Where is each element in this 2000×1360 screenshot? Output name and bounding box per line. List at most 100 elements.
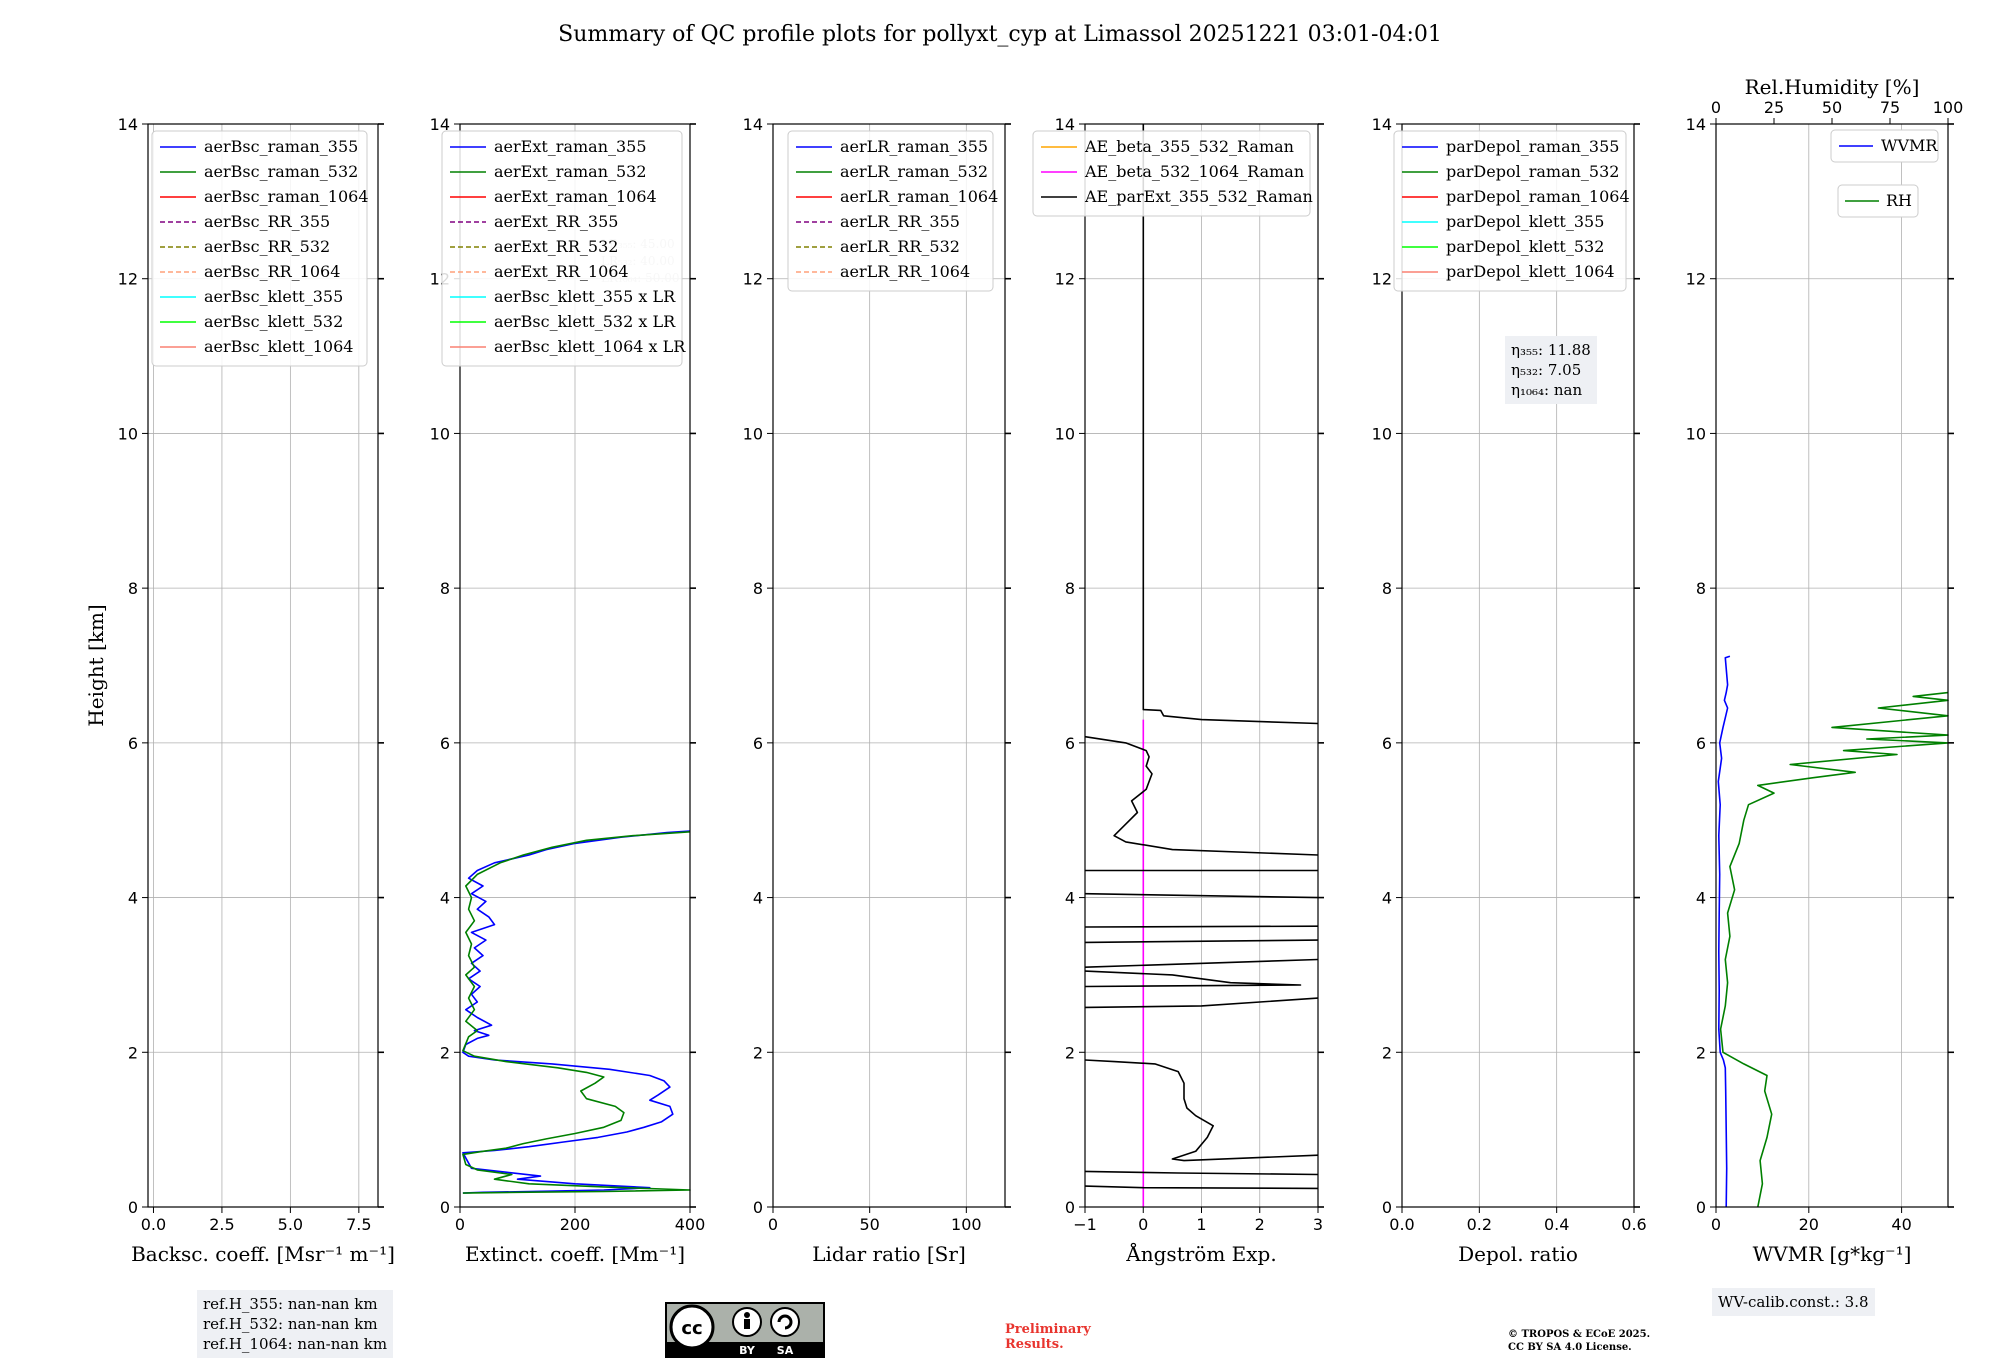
- sa-icon: [770, 1307, 800, 1337]
- legend-frame: [441, 130, 683, 367]
- x-tick-label: 2: [1255, 1215, 1265, 1234]
- x-tick-label: 0.0: [1389, 1215, 1414, 1234]
- y-tick-label: 6: [753, 734, 763, 753]
- panel-angstrom: [1079, 123, 1324, 1213]
- x-tick-label: 100: [951, 1215, 982, 1234]
- y-tick-label: 8: [440, 579, 450, 598]
- legend-label-parDepol_klett_532: parDepol_klett_532: [1446, 237, 1604, 256]
- x-axis-label-lidar_ratio: Lidar ratio [Sr]: [812, 1242, 966, 1266]
- x-tick-label: 0.4: [1544, 1215, 1569, 1234]
- legend-label-aerExt_RR_355: aerExt_RR_355: [494, 212, 618, 231]
- legend-label-AE_beta_355_532_Raman: AE_beta_355_532_Raman: [1084, 137, 1294, 156]
- ref-height-355: ref.H_355: nan-nan km: [203, 1295, 378, 1313]
- y-tick-label: 8: [128, 579, 138, 598]
- sa-label: SA: [777, 1344, 794, 1357]
- x-tick-label: 200: [560, 1215, 591, 1234]
- series-ae-parext-355-532-raman: [1084, 925, 1319, 928]
- legend-angstrom: AE_beta_355_532_Raman AE_beta_532_1064_Ra…: [1032, 130, 1313, 217]
- figure-title: Summary of QC profile plots for pollyxt_…: [558, 22, 1442, 47]
- legend-label-parDepol_raman_355: parDepol_raman_355: [1446, 137, 1619, 156]
- series-ae-parext-355-532-raman: [1084, 939, 1319, 944]
- series-ae-parext-355-532-raman: [1142, 124, 1319, 725]
- x-tick-label: −1: [1073, 1215, 1097, 1234]
- legend-label-aerExt_raman_1064: aerExt_raman_1064: [494, 187, 657, 206]
- y-tick-label: 12: [1372, 270, 1392, 289]
- copyright-note: © TROPOS & ECoE 2025. CC BY SA 4.0 Licen…: [1508, 1328, 1650, 1354]
- axes-frame: [147, 123, 379, 1208]
- x-tick-label: 50: [859, 1215, 879, 1234]
- top-x-tick-label: 0: [1711, 98, 1721, 117]
- y-tick-label: 14: [1055, 115, 1075, 134]
- legend-depol: parDepol_raman_355 parDepol_raman_532 parD…: [1393, 130, 1630, 292]
- legend-label-parDepol_raman_1064: parDepol_raman_1064: [1446, 187, 1630, 206]
- legend-label-parDepol_raman_532: parDepol_raman_532: [1446, 162, 1619, 181]
- x-axis-label-depol: Depol. ratio: [1458, 1242, 1578, 1266]
- x-axis-label-angstrom: Ångström Exp.: [1125, 1241, 1276, 1266]
- top-x-tick-label: 50: [1822, 98, 1842, 117]
- preliminary-line-1: Preliminary: [1005, 1322, 1091, 1337]
- y-tick-label: 6: [1696, 734, 1706, 753]
- y-tick-label: 2: [1696, 1043, 1706, 1062]
- legend-wvmr: WVMR: [1830, 129, 1939, 163]
- x-tick-label: 0.2: [1467, 1215, 1492, 1234]
- reference-height-box: ref.H_355: nan-nan km ref.H_532: nan-nan…: [197, 1290, 394, 1358]
- by-icon-body: [744, 1319, 750, 1329]
- top-x-axis-label: Rel.Humidity [%]: [1745, 75, 1920, 99]
- preliminary-note: Preliminary Results.: [1005, 1322, 1091, 1352]
- x-axis-label-backscatter: Backsc. coeff. [Msr⁻¹ m⁻¹]: [131, 1242, 395, 1266]
- by-label: BY: [739, 1344, 756, 1357]
- legend-label-aerBsc_klett_355: aerBsc_klett_355: [204, 287, 343, 306]
- series-ae-parext-355-532-raman: [1084, 1185, 1319, 1190]
- legend-label-aerBsc_RR_1064: aerBsc_RR_1064: [204, 262, 340, 281]
- wv-calib-const: WV-calib.const.: 3.8: [1718, 1293, 1869, 1311]
- legend-label-aerBsc_klett_532 x LR: aerBsc_klett_532 x LR: [494, 312, 676, 331]
- top-x-tick-label: 25: [1764, 98, 1784, 117]
- by-icon-head: [744, 1312, 750, 1318]
- cc-icon: [669, 1304, 715, 1350]
- x-tick-label: 3: [1313, 1215, 1323, 1234]
- y-tick-label: 0: [440, 1198, 450, 1217]
- series-ae-parext-355-532-raman: [1084, 997, 1319, 1009]
- x-tick-label: 400: [675, 1215, 706, 1234]
- axes-frame: [772, 123, 1006, 1208]
- y-tick-label: 10: [743, 424, 763, 443]
- y-tick-label: 12: [118, 270, 138, 289]
- y-tick-label: 8: [1382, 579, 1392, 598]
- y-tick-label: 10: [1372, 424, 1392, 443]
- series-ae-parext-355-532-raman: [1084, 970, 1302, 988]
- y-tick-label: 14: [1686, 115, 1706, 134]
- legend-frame: [1032, 130, 1311, 217]
- y-tick-label: 12: [743, 270, 763, 289]
- x-tick-label: 0: [1711, 1215, 1721, 1234]
- ref-height-1064: ref.H_1064: nan-nan km: [203, 1335, 388, 1353]
- y-tick-label: 14: [430, 115, 450, 134]
- y-tick-label: 6: [1065, 734, 1075, 753]
- x-tick-label: 40: [1891, 1215, 1911, 1234]
- series-ae-parext-355-532-raman: [1084, 958, 1319, 968]
- eta-532: η₅₃₂: 7.05: [1511, 361, 1582, 379]
- x-tick-label: 5.0: [278, 1215, 303, 1234]
- y-tick-label: 10: [118, 424, 138, 443]
- x-tick-label: 20: [1799, 1215, 1819, 1234]
- top-x-tick-label: 100: [1933, 98, 1964, 117]
- copyright-line-2: CC BY SA 4.0 License.: [1508, 1342, 1632, 1353]
- x-axis-label-extinction: Extinct. coeff. [Mm⁻¹]: [465, 1242, 685, 1266]
- legend-label-aerBsc_raman_1064: aerBsc_raman_1064: [204, 187, 369, 206]
- legend-frame: [1830, 129, 1939, 163]
- legend-label-aerLR_RR_355: aerLR_RR_355: [840, 212, 960, 231]
- preliminary-line-2: Results.: [1005, 1337, 1064, 1352]
- y-tick-label: 2: [1382, 1043, 1392, 1062]
- x-tick-label: 7.5: [346, 1215, 371, 1234]
- y-tick-label: 8: [753, 579, 763, 598]
- legend-label-aerBsc_raman_532: aerBsc_raman_532: [204, 162, 358, 181]
- y-tick-label: 2: [440, 1043, 450, 1062]
- series-ae-parext-355-532-raman: [1084, 1170, 1319, 1176]
- panel-wvmr_rh: WVMR RH: [1710, 118, 1954, 1213]
- y-tick-label: 4: [1696, 889, 1706, 908]
- legend-label-aerLR_raman_532: aerLR_raman_532: [840, 162, 988, 181]
- y-tick-label: 4: [1065, 889, 1075, 908]
- y-axis-label: Height [km]: [84, 604, 108, 726]
- axes-frame: [1715, 123, 1949, 1208]
- legend-label-WVMR: WVMR: [1881, 136, 1938, 155]
